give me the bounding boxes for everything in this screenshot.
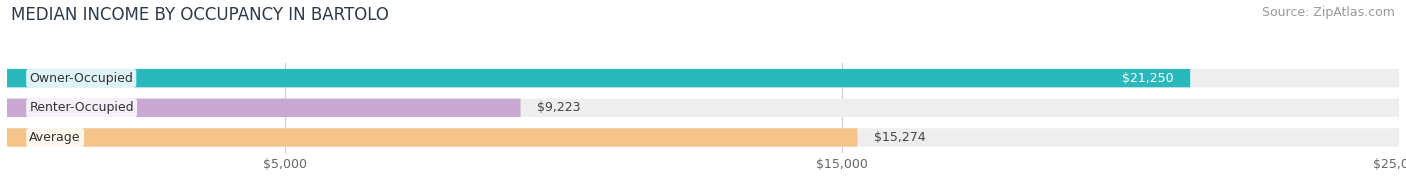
FancyBboxPatch shape	[7, 69, 1399, 87]
FancyBboxPatch shape	[7, 69, 1191, 87]
Text: $9,223: $9,223	[537, 101, 581, 114]
FancyBboxPatch shape	[7, 99, 520, 117]
FancyBboxPatch shape	[7, 128, 858, 147]
Text: $21,250: $21,250	[1122, 72, 1174, 85]
Text: $15,274: $15,274	[875, 131, 925, 144]
Text: Source: ZipAtlas.com: Source: ZipAtlas.com	[1261, 6, 1395, 19]
Text: Average: Average	[30, 131, 80, 144]
Text: Renter-Occupied: Renter-Occupied	[30, 101, 134, 114]
FancyBboxPatch shape	[7, 128, 1399, 147]
Text: MEDIAN INCOME BY OCCUPANCY IN BARTOLO: MEDIAN INCOME BY OCCUPANCY IN BARTOLO	[11, 6, 389, 24]
Text: Owner-Occupied: Owner-Occupied	[30, 72, 134, 85]
FancyBboxPatch shape	[7, 99, 1399, 117]
